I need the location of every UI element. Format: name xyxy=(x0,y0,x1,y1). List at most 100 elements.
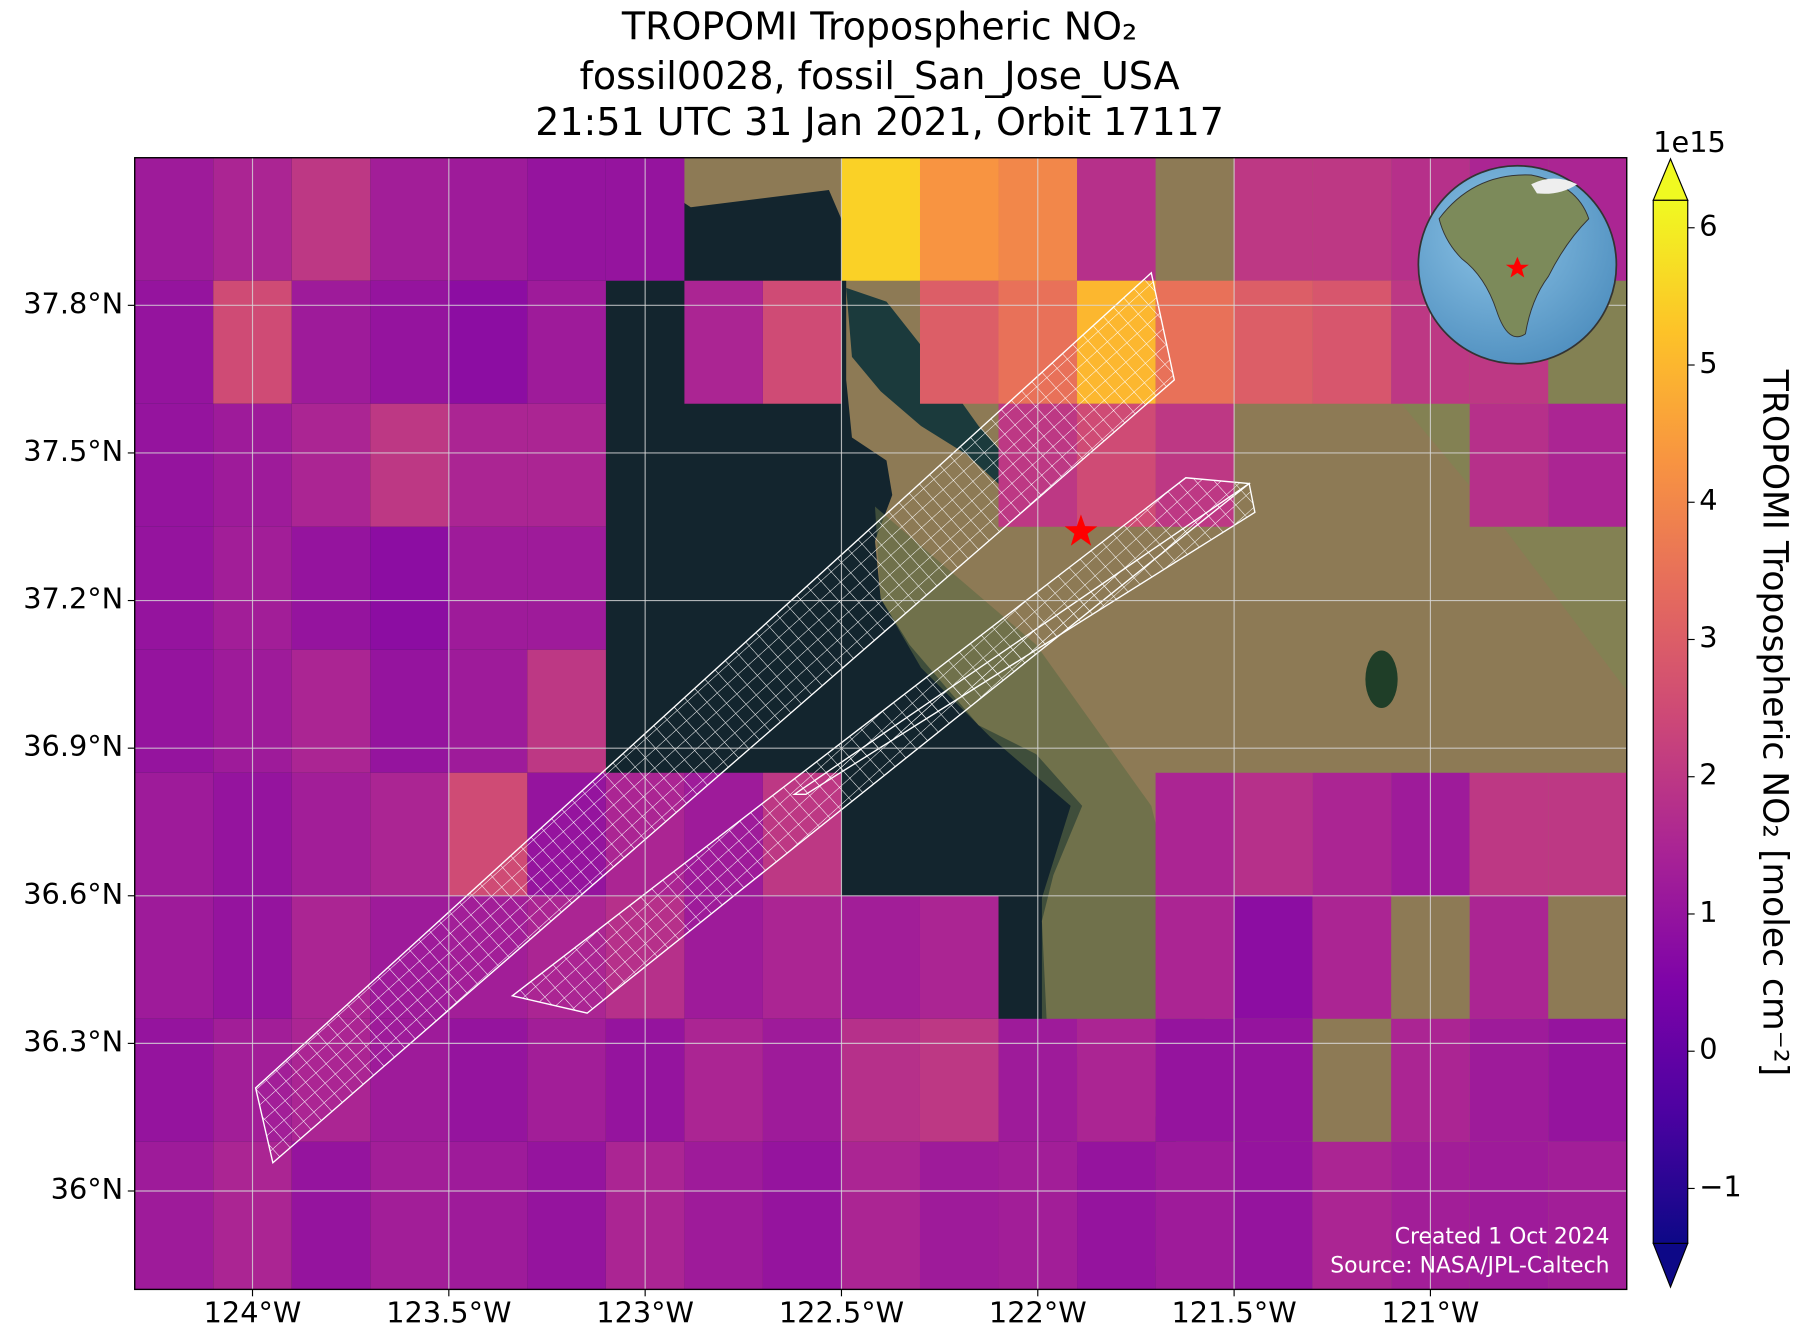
colorbar-tick-label: 6 xyxy=(1699,209,1717,243)
no2-cell xyxy=(1234,157,1313,281)
no2-cell xyxy=(134,649,214,773)
no2-cell xyxy=(1155,1018,1235,1142)
colorbar-label: TROPOMI Tropospheric NO₂ [molec cm⁻²] xyxy=(1754,369,1794,1076)
no2-cell xyxy=(370,157,449,281)
colorbar-tick-label: 3 xyxy=(1699,620,1717,654)
no2-cell xyxy=(762,1141,842,1290)
colorbar-extend xyxy=(1652,1242,1689,1289)
no2-cell xyxy=(527,526,606,650)
colorbar-tick-label: 1 xyxy=(1699,895,1717,929)
x-tick-label: 121.5°W xyxy=(1172,1296,1297,1330)
no2-cell xyxy=(1155,772,1235,896)
footer: Source: NASA/JPL-Caltech xyxy=(1330,1253,1609,1278)
no2-cell xyxy=(134,157,214,281)
no2-cell xyxy=(134,772,214,896)
swath xyxy=(254,271,1176,1165)
no2-cell xyxy=(134,403,214,527)
no2-cell xyxy=(370,280,449,404)
colorbar-tick-label: 2 xyxy=(1699,758,1717,792)
no2-cell xyxy=(527,1018,606,1142)
y-tick-label: 36°N xyxy=(51,1172,124,1206)
no2-cell xyxy=(841,1018,920,1142)
no2-cell xyxy=(684,280,763,404)
no2-cell xyxy=(527,280,606,404)
x-tick-label: 123.5°W xyxy=(386,1296,511,1330)
title-line: 21:51 UTC 31 Jan 2021, Orbit 17117 xyxy=(535,100,1224,144)
no2-cell xyxy=(919,895,999,1019)
no2-cell xyxy=(527,649,606,773)
no2-cell xyxy=(1234,895,1313,1019)
no2-cell xyxy=(762,280,842,404)
no2-cell xyxy=(919,280,999,404)
no2-cell xyxy=(1312,895,1392,1019)
title-line: TROPOMI Tropospheric NO₂ xyxy=(621,4,1137,48)
no2-cell xyxy=(1234,772,1313,896)
no2-cell xyxy=(134,895,214,1019)
globe-ice xyxy=(1531,178,1578,194)
no2-cell xyxy=(291,772,371,896)
no2-cell xyxy=(841,1141,920,1290)
y-tick-label: 37.2°N xyxy=(23,582,123,616)
no2-cell xyxy=(1312,157,1392,281)
grid xyxy=(134,157,1627,1290)
no2-cell xyxy=(1469,772,1549,896)
no2-cell xyxy=(448,280,528,404)
reservoir xyxy=(1365,650,1398,709)
no2-cell xyxy=(1234,1018,1313,1142)
no2-cell xyxy=(291,649,371,773)
colorbar-exponent: 1e15 xyxy=(1653,125,1726,159)
no2-cell xyxy=(370,526,449,650)
no2-cell xyxy=(1469,1141,1549,1290)
no2-cell xyxy=(1548,403,1627,527)
no2-cell xyxy=(684,1141,763,1290)
map-frame xyxy=(134,157,1628,1291)
x-tick-label: 121°W xyxy=(1382,1296,1480,1330)
no2-cell xyxy=(1234,280,1313,404)
no2-cell xyxy=(134,1141,214,1290)
no2-cell xyxy=(291,157,371,281)
no2-cell xyxy=(841,895,920,1019)
no2-cell xyxy=(527,403,606,527)
no2-cell xyxy=(1469,895,1549,1019)
swath xyxy=(792,482,1256,796)
site-marker xyxy=(1064,514,1098,546)
no2-cell xyxy=(1077,157,1156,281)
no2-cell xyxy=(134,526,214,650)
no2-cell xyxy=(291,1141,371,1290)
no2-cell xyxy=(1548,1018,1627,1142)
globe-star xyxy=(1505,256,1529,278)
no2-cell xyxy=(448,1018,528,1142)
no2-cell xyxy=(291,403,371,527)
no2-cell xyxy=(370,772,449,896)
no2-cell xyxy=(1548,772,1627,896)
colorbar-tick-label: 5 xyxy=(1699,346,1717,380)
y-tick-label: 37.5°N xyxy=(23,434,123,468)
no2-cell xyxy=(291,280,371,404)
no2-cell xyxy=(448,157,528,281)
no2-cell xyxy=(762,1018,842,1142)
colorbar-extend xyxy=(1652,157,1689,201)
x-tick-label: 124°W xyxy=(204,1296,302,1330)
colorbar-tick-label: −1 xyxy=(1699,1169,1741,1203)
colorbar: −1 0 1 2 3 4 5 6 xyxy=(1652,157,1742,1289)
no2-cell xyxy=(684,1018,763,1142)
x-tick-label: 123°W xyxy=(596,1296,694,1330)
no2-cell xyxy=(1312,772,1392,896)
x-tick-label: 122°W xyxy=(989,1296,1087,1330)
footer: Created 1 Oct 2024 xyxy=(1395,1225,1610,1250)
map-area: Created 1 Oct 2024 Source: NASA/JPL-Calt… xyxy=(134,157,1627,1290)
no2-cell xyxy=(448,403,528,527)
no2-cell xyxy=(448,649,528,773)
y-tick-label: 36.6°N xyxy=(23,877,123,911)
no2-cell xyxy=(1312,1141,1392,1290)
no2-cell xyxy=(527,1141,606,1290)
globe-inset xyxy=(1417,164,1618,365)
no2-cell xyxy=(370,403,449,527)
no2-cell xyxy=(448,1141,528,1290)
no2-cell xyxy=(370,649,449,773)
title-line: fossil0028, fossil_San_Jose_USA xyxy=(580,54,1180,98)
no2-cell xyxy=(919,1018,999,1142)
y-tick-label: 36.3°N xyxy=(23,1024,123,1058)
no2-cell xyxy=(1469,403,1549,527)
colorbar-tick-label: 4 xyxy=(1699,483,1717,517)
